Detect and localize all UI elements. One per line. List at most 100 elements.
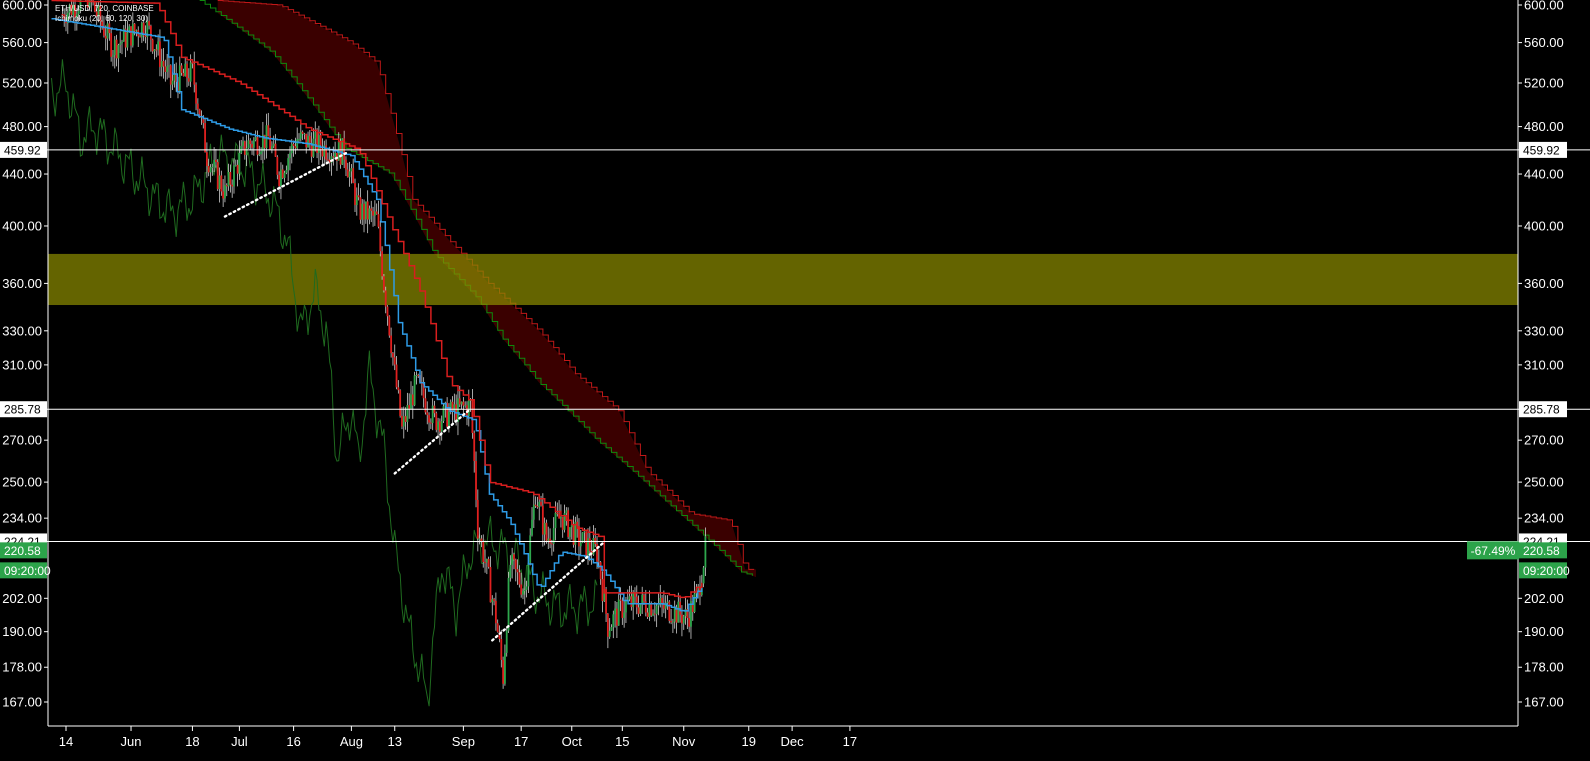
y-tick-label: 600.00: [2, 0, 42, 13]
candle-body: [103, 26, 105, 36]
candle-body: [117, 45, 120, 59]
candle-body: [621, 600, 624, 618]
candle-body: [440, 421, 443, 432]
candle-body: [536, 506, 539, 508]
candle-body: [68, 4, 71, 13]
countdown-tag-left-bg: [0, 562, 47, 579]
candle-body: [588, 538, 591, 551]
y-tick-label: 360.00: [2, 276, 42, 291]
candle-body: [422, 384, 425, 399]
candle-body: [149, 25, 152, 40]
candle-body: [659, 598, 662, 605]
candle-body: [520, 584, 523, 595]
y-tick-label: 400.00: [2, 218, 42, 233]
candle-body: [457, 398, 459, 422]
level-tag-right-1: 459.92: [1523, 143, 1560, 157]
candle-body: [233, 165, 235, 187]
candle-body: [243, 141, 246, 155]
candle-body: [648, 603, 651, 617]
candle-body: [205, 152, 208, 167]
candle-body: [294, 146, 297, 149]
x-tick-label: Dec: [781, 734, 805, 749]
candle-body: [379, 226, 382, 252]
candle-body: [578, 526, 580, 547]
x-tick-label: Aug: [340, 734, 363, 749]
y-tick-label: 202.00: [2, 591, 42, 606]
axes: 600.00 600.00 560.00 560.00 520.00 520.00 480.…: [2, 0, 1564, 749]
candle-body: [249, 140, 252, 144]
candle-body: [77, 10, 80, 15]
candle-body: [186, 63, 188, 79]
candle-body: [498, 632, 501, 639]
candle-body: [72, 4, 75, 15]
candle-body: [677, 601, 680, 623]
candle-body: [415, 375, 418, 377]
candle-body: [144, 35, 147, 38]
y-tick-label: 167.00: [2, 695, 42, 710]
candle-body: [675, 607, 678, 623]
candle-body: [661, 598, 663, 604]
candle-body: [148, 21, 150, 26]
candle-body: [690, 601, 692, 627]
candle-body: [383, 276, 385, 291]
candle-body: [265, 125, 268, 149]
y-tick-label: 520.00: [1524, 75, 1564, 90]
y-tick-label: 330.00: [1524, 323, 1564, 338]
last-price-tag-left-bg: [0, 542, 47, 559]
x-tick-label: 15: [615, 734, 629, 749]
candle-body: [278, 174, 281, 187]
candle-body: [561, 516, 564, 530]
candle-body: [388, 316, 391, 336]
candle-body: [438, 421, 441, 432]
countdown-tag-right: 09:20:00: [1523, 564, 1570, 578]
candle-body: [231, 184, 234, 187]
candle-body: [686, 609, 689, 619]
chart-legend[interactable]: ETH/USD, 720, COINBASE Ichimoku (20, 60,…: [55, 4, 154, 24]
candle-body: [487, 559, 490, 567]
x-tick-label: 19: [742, 734, 756, 749]
candle-body: [655, 605, 658, 615]
horizontal-levels[interactable]: [0, 149, 1590, 542]
candle-body: [325, 145, 327, 160]
candle-body: [478, 538, 481, 540]
candle-body: [191, 62, 194, 64]
candle-body: [124, 28, 127, 48]
y-tick-label: 330.00: [2, 323, 42, 338]
trendlines: [223, 150, 606, 642]
candle-body: [267, 125, 270, 137]
candle-body: [523, 589, 526, 592]
candle-body: [106, 23, 109, 39]
candle-body: [691, 601, 694, 613]
candle-body: [187, 78, 190, 82]
x-tick-label: 13: [388, 734, 402, 749]
candle-body: [666, 601, 669, 603]
candle-body: [473, 433, 476, 462]
candle-body: [269, 136, 272, 150]
candle-body: [684, 609, 687, 617]
indicator-label: Ichimoku (20, 60, 120, 30): [55, 14, 148, 23]
candle-body: [112, 55, 114, 57]
candle-body: [650, 603, 653, 616]
candle-body: [635, 596, 638, 608]
candle-body: [581, 532, 584, 543]
candle-body: [238, 152, 241, 174]
y-tick-label: 480.00: [2, 119, 42, 134]
candle-body: [410, 394, 412, 409]
candle-body: [458, 398, 461, 405]
candle-body: [66, 12, 69, 24]
zone-band: [48, 253, 1518, 306]
candle-body: [467, 400, 470, 417]
candle-body: [558, 513, 561, 519]
candle-body: [390, 335, 393, 354]
candle-body: [182, 72, 185, 77]
candle-body: [166, 66, 169, 72]
candle-body: [319, 135, 322, 150]
candle-body: [316, 132, 318, 153]
candle-body: [252, 140, 255, 148]
candle-body: [242, 141, 244, 146]
y-tick-label: 440.00: [2, 167, 42, 182]
candle-body: [343, 138, 346, 160]
x-tick-label: Nov: [672, 734, 696, 749]
